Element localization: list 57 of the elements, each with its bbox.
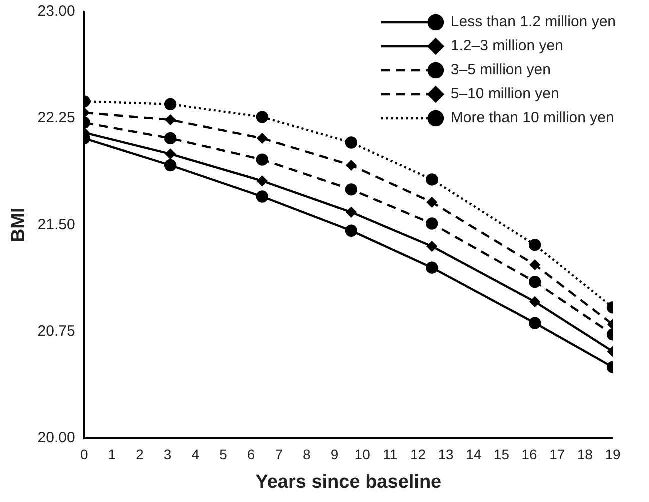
point: [427, 241, 438, 252]
point: [426, 174, 438, 186]
legend-label: Less than 1.2 million yen: [450, 14, 616, 31]
point: [345, 136, 358, 149]
y-tick-label: 20.00: [38, 430, 76, 447]
legend-label: 5–10 million yen: [450, 86, 560, 103]
x-tick-label: 7: [275, 446, 284, 463]
point: [345, 184, 358, 196]
x-tick-label: 17: [550, 446, 566, 463]
point: [165, 149, 176, 160]
x-tick-label: 14: [466, 446, 482, 463]
point: [426, 262, 438, 274]
point: [256, 111, 269, 124]
legend-label: More than 10 million yen: [450, 110, 614, 127]
point: [256, 190, 269, 203]
y-axis-title: BMI: [8, 208, 30, 243]
point: [528, 239, 542, 252]
point: [530, 296, 540, 308]
point: [530, 260, 540, 270]
y-tick-label: 20.75: [38, 322, 76, 340]
x-tick-label: 12: [410, 446, 426, 463]
y-tick-label: 23.00: [38, 3, 76, 20]
point: [426, 218, 438, 230]
point: [345, 224, 358, 237]
legend-label: 3–5 million yen: [450, 62, 551, 79]
point: [346, 160, 357, 171]
point: [256, 154, 269, 166]
point: [346, 207, 357, 218]
x-tick-label: 4: [192, 446, 200, 463]
point: [528, 317, 542, 330]
x-tick-label: 18: [577, 446, 594, 463]
x-tick-label: 1: [108, 446, 116, 463]
x-axis-title: Years since baseline: [256, 472, 442, 493]
x-tick-label: 2: [136, 446, 144, 463]
y-tick-label: 22.25: [38, 110, 76, 127]
point: [165, 114, 176, 126]
point: [528, 276, 542, 288]
x-tick-label: 3: [164, 446, 172, 463]
x-tick-label: 13: [438, 446, 454, 463]
x-tick-label: 19: [605, 446, 621, 463]
point: [164, 159, 177, 172]
point: [427, 197, 438, 208]
x-tick-label: 9: [330, 446, 339, 463]
point: [164, 132, 177, 145]
point: [257, 176, 268, 186]
point: [164, 98, 177, 110]
x-tick-label: 15: [494, 446, 510, 463]
x-tick-label: 16: [522, 446, 538, 463]
x-tick-label: 8: [303, 446, 312, 463]
x-tick-label: 10: [354, 446, 371, 463]
point: [257, 133, 268, 144]
x-tick-label: 6: [247, 446, 256, 463]
legend-label: 1.2–3 million yen: [450, 38, 564, 55]
x-tick-label: 5: [220, 446, 228, 463]
y-tick-label: 21.50: [38, 216, 76, 234]
x-tick-label: 11: [383, 446, 398, 463]
x-tick-label: 0: [80, 446, 88, 463]
